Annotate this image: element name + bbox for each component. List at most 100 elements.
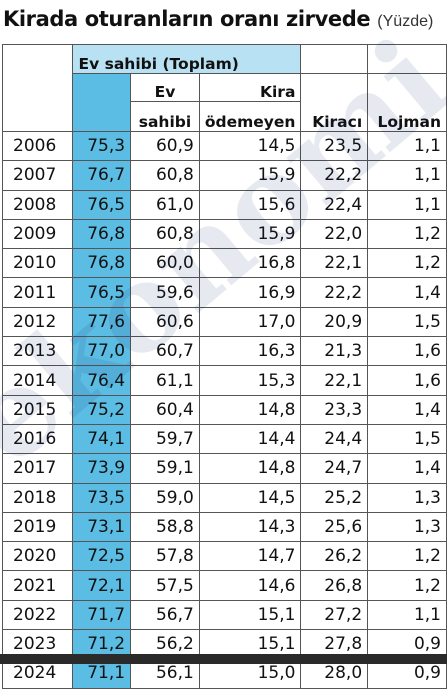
cell-rent-free: 14,5 xyxy=(198,482,302,513)
table-row: 2013 77,0 60,7 16,3 21,3 1,6 xyxy=(2,336,447,367)
cell-tenant: 22,0 xyxy=(300,218,369,250)
cell-rent-free: 15,9 xyxy=(198,218,302,250)
cell-rent-free: 15,9 xyxy=(198,160,302,191)
cell-year: 2019 xyxy=(2,511,73,543)
table-row: 2018 73,5 59,0 14,5 25,2 1,3 xyxy=(2,482,447,513)
cell-rent-free: 15,3 xyxy=(198,365,302,396)
cell-housing: 1,2 xyxy=(367,570,447,601)
cell-tenant: 23,5 xyxy=(300,130,369,162)
table-row: 2020 72,5 57,8 14,7 26,2 1,2 xyxy=(2,541,447,572)
cell-housing: 1,6 xyxy=(367,336,447,367)
table-row: 2016 74,1 59,7 14,4 24,4 1,5 xyxy=(2,423,447,455)
table-row: 2008 76,5 61,0 15,6 22,4 1,1 xyxy=(2,189,447,220)
table-row: 2010 76,8 60,0 16,8 22,1 1,2 xyxy=(2,248,447,279)
cell-rent-free: 14,6 xyxy=(198,570,302,601)
table-row: 2017 73,9 59,1 14,8 24,7 1,4 xyxy=(2,453,447,484)
cell-year: 2015 xyxy=(2,394,73,425)
cell-rent-free: 15,6 xyxy=(198,189,302,220)
cell-owner-total: 72,1 xyxy=(71,570,132,601)
table-row: 2011 76,5 59,6 16,9 22,2 1,4 xyxy=(2,277,447,308)
cell-owner-total: 75,3 xyxy=(71,130,132,162)
cell-owner-total: 76,5 xyxy=(71,189,132,220)
header-total-column xyxy=(71,73,132,132)
cell-year: 2016 xyxy=(2,423,73,455)
header-owner-line2: sahibi xyxy=(130,101,200,132)
table-body: 2006 75,3 60,9 14,5 23,5 1,1 2007 76,7 60,8 15,9 2… xyxy=(2,130,447,689)
cell-owner-total: 72,5 xyxy=(71,541,132,572)
cell-housing: 1,2 xyxy=(367,218,447,250)
cell-year: 2017 xyxy=(2,453,73,484)
cell-tenant: 22,2 xyxy=(300,277,369,308)
cell-year: 2018 xyxy=(2,482,73,513)
cell-owner: 59,1 xyxy=(130,453,200,484)
table-row: 2012 77,6 60,6 17,0 20,9 1,5 xyxy=(2,306,447,338)
cell-tenant: 22,2 xyxy=(300,160,369,191)
cell-tenant: 23,3 xyxy=(300,394,369,425)
header-owner-total: Ev sahibi (Toplam) xyxy=(71,44,302,74)
cell-owner: 59,7 xyxy=(130,423,200,455)
cell-housing: 1,4 xyxy=(367,394,447,425)
cell-housing: 1,3 xyxy=(367,482,447,513)
cell-year: 2012 xyxy=(2,306,73,338)
cell-tenant: 22,4 xyxy=(300,189,369,220)
header-housing: Lojman xyxy=(367,73,447,132)
cell-year: 2020 xyxy=(2,541,73,572)
cell-year: 2014 xyxy=(2,365,73,396)
cell-housing: 1,4 xyxy=(367,277,447,308)
cell-owner: 60,6 xyxy=(130,306,200,338)
cell-rent-free: 14,5 xyxy=(198,130,302,162)
cell-tenant: 26,8 xyxy=(300,570,369,601)
cell-rent-free: 14,7 xyxy=(198,541,302,572)
cell-year: 2011 xyxy=(2,277,73,308)
table-row: 2022 71,7 56,7 15,1 27,2 1,1 xyxy=(2,599,447,631)
cell-rent-free: 16,8 xyxy=(198,248,302,279)
cell-housing: 1,3 xyxy=(367,511,447,543)
cell-owner-total: 75,2 xyxy=(71,394,132,425)
cell-rent-free: 14,4 xyxy=(198,423,302,455)
title-main: Kirada oturanların oranı zirvede xyxy=(3,7,371,31)
housing-tenure-table: Ev sahibi (Toplam) Ev Kira Kiracı Lojman… xyxy=(2,44,447,689)
title-unit: (Yüzde) xyxy=(377,13,434,30)
cell-housing: 1,1 xyxy=(367,130,447,162)
cell-owner: 61,0 xyxy=(130,189,200,220)
cell-rent-free: 16,3 xyxy=(198,336,302,367)
cell-rent-free: 16,9 xyxy=(198,277,302,308)
cell-tenant: 27,2 xyxy=(300,599,369,631)
cell-owner: 60,7 xyxy=(130,336,200,367)
cell-year: 2010 xyxy=(2,248,73,279)
table-title: Kirada oturanların oranı zirvede (Yüzde) xyxy=(3,7,447,45)
cell-tenant: 22,1 xyxy=(300,365,369,396)
header-tenant: Kiracı xyxy=(300,73,369,132)
cell-owner: 60,8 xyxy=(130,218,200,250)
table-row: 2007 76,7 60,8 15,9 22,2 1,1 xyxy=(2,160,447,191)
cell-owner-total: 73,1 xyxy=(71,511,132,543)
cell-owner: 60,9 xyxy=(130,130,200,162)
cell-owner-total: 71,7 xyxy=(71,599,132,631)
cell-owner-total: 76,4 xyxy=(71,365,132,396)
cell-rent-free: 17,0 xyxy=(198,306,302,338)
header-blank xyxy=(2,44,73,132)
cell-owner-total: 74,1 xyxy=(71,423,132,455)
cell-housing: 1,2 xyxy=(367,248,447,279)
table-row: 2014 76,4 61,1 15,3 22,1 1,6 xyxy=(2,365,447,396)
cell-year: 2022 xyxy=(2,599,73,631)
table-row: 2006 75,3 60,9 14,5 23,5 1,1 xyxy=(2,130,447,162)
table-row: 2019 73,1 58,8 14,3 25,6 1,3 xyxy=(2,511,447,543)
cell-housing: 1,5 xyxy=(367,306,447,338)
cell-rent-free: 14,8 xyxy=(198,453,302,484)
cell-owner-total: 76,5 xyxy=(71,277,132,308)
cell-owner: 57,8 xyxy=(130,541,200,572)
header-rentfree-line1: Kira xyxy=(198,73,302,102)
cell-housing: 1,1 xyxy=(367,160,447,191)
cell-housing: 1,5 xyxy=(367,423,447,455)
cell-owner: 59,0 xyxy=(130,482,200,513)
cell-housing: 1,4 xyxy=(367,453,447,484)
header-rentfree-line2: ödemeyen xyxy=(198,101,302,132)
cell-year: 2021 xyxy=(2,570,73,601)
cell-year: 2013 xyxy=(2,336,73,367)
cell-tenant: 24,7 xyxy=(300,453,369,484)
cell-owner: 56,7 xyxy=(130,599,200,631)
cell-year: 2006 xyxy=(2,130,73,162)
cell-housing: 1,1 xyxy=(367,599,447,631)
table-row: 2021 72,1 57,5 14,6 26,8 1,2 xyxy=(2,570,447,601)
